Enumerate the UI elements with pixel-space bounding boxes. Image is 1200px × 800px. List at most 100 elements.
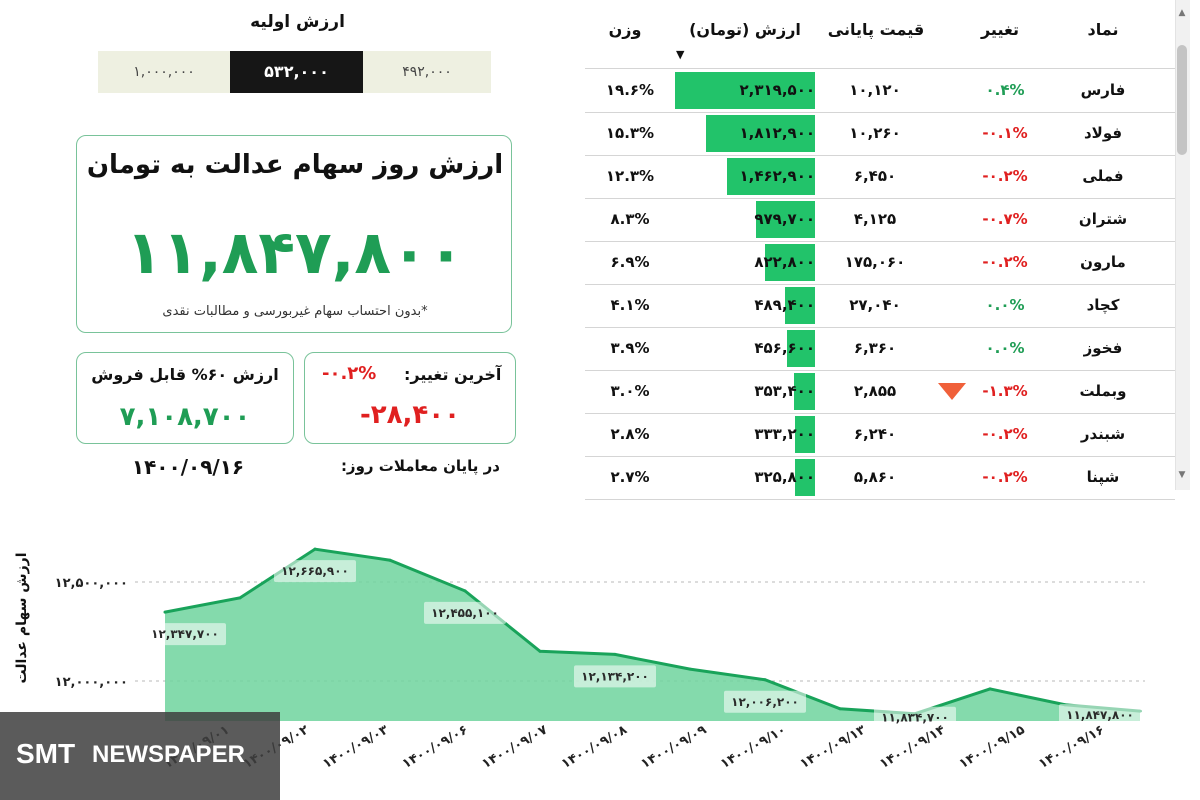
cell-symbol: کچاد (1086, 296, 1120, 314)
header-divider (585, 68, 1175, 69)
initial-value-option-492000[interactable]: ۴۹۲,۰۰۰ (363, 51, 491, 93)
x-tick-label: ۱۴۰۰/۰۹/۰۶ (400, 722, 471, 771)
data-label-bg (574, 665, 656, 688)
change-percent: -۰.۲% (322, 363, 377, 384)
y-tick-label: ۱۲,۵۰۰,۰۰۰ (55, 576, 128, 591)
publisher-logo (0, 712, 280, 800)
cell-change: -۰.۲% (982, 468, 1028, 486)
data-point (238, 596, 242, 600)
caret-down-icon[interactable]: ▼ (676, 48, 685, 61)
cell-symbol: فملی (1082, 167, 1124, 185)
sellable-card (76, 352, 294, 444)
data-label-bg (424, 601, 506, 624)
data-point (313, 547, 317, 551)
cell-change: -۰.۲% (982, 425, 1028, 443)
initial-value-title: ارزش اولیه (250, 12, 345, 32)
table-row[interactable]: شبندر -۰.۲% ۶,۲۴۰ ۳۳۳,۲۰۰ ۲.۸% (585, 413, 1175, 457)
table-row[interactable]: فملی -۰.۲% ۶,۴۵۰ ۱,۴۶۲,۹۰۰ ۱۲.۳% (585, 155, 1175, 199)
value-bar (756, 201, 815, 238)
value-bar-holder (675, 112, 815, 155)
cell-symbol: شتران (1078, 210, 1128, 228)
cell-close-price: ۵,۸۶۰ (853, 468, 897, 486)
down-triangle-icon (937, 380, 967, 406)
header-weight[interactable]: وزن (608, 20, 642, 39)
table-row[interactable]: شتران -۰.۷% ۴,۱۲۵ ۹۷۹,۷۰۰ ۸.۳% (585, 198, 1175, 242)
cell-symbol: فولاد (1083, 124, 1123, 142)
main-value-card (76, 135, 512, 333)
cell-close-price: ۶,۳۶۰ (853, 339, 897, 357)
scroll-up-icon[interactable]: ▲ (1178, 8, 1186, 18)
data-label: ۱۲,۴۵۵,۱۰۰ (431, 606, 499, 620)
cell-symbol: شپنا (1086, 468, 1120, 486)
cell-value: ۳۵۳,۴۰۰ (754, 382, 815, 400)
x-tick-label: ۱۴۰۰/۰۹/۱۴ (877, 722, 948, 772)
cell-close-price: ۲,۸۵۵ (853, 382, 897, 400)
value-bar (765, 244, 815, 281)
header-value[interactable]: ارزش (تومان) (689, 20, 801, 39)
data-label: ۱۲,۶۶۵,۹۰۰ (281, 564, 349, 578)
cell-weight: ۲.۸% (610, 425, 650, 443)
cell-weight: ۶.۹% (610, 253, 650, 271)
data-label-bg (144, 623, 226, 646)
cell-symbol: فخوز (1083, 339, 1123, 357)
cell-weight: ۱۹.۶% (605, 81, 655, 99)
table-row[interactable]: فارس ۰.۴% ۱۰,۱۲۰ ۲,۳۱۹,۵۰۰ ۱۹.۶% (585, 69, 1175, 113)
scrollbar-thumb[interactable] (1177, 45, 1187, 155)
scroll-down-icon[interactable]: ▼ (1178, 470, 1186, 480)
table-row[interactable]: شپنا -۰.۲% ۵,۸۶۰ ۳۲۵,۸۰۰ ۲.۷% (585, 456, 1175, 500)
cell-value: ۳۲۵,۸۰۰ (754, 468, 815, 486)
value-bar-holder (675, 198, 815, 241)
x-tick-label: ۱۴۰۰/۰۹/۱۶ (1036, 722, 1107, 771)
trading-date: ۱۴۰۰/۰۹/۱۶ (131, 455, 245, 479)
table-row[interactable]: مارون -۰.۲% ۱۷۵,۰۶۰ ۸۲۲,۸۰۰ ۶.۹% (585, 241, 1175, 285)
header-close-price[interactable]: قیمت پایانی (827, 20, 925, 39)
cell-close-price: ۶,۲۴۰ (853, 425, 897, 443)
cell-weight: ۱۲.۳% (605, 167, 655, 185)
data-point (463, 589, 467, 593)
header-symbol[interactable]: نماد (1087, 20, 1119, 39)
series-line (164, 547, 1141, 716)
change-card (304, 352, 516, 444)
trading-date-label: در پایان معاملات روز: (340, 457, 500, 475)
x-tick-label: ۱۴۰۰/۰۹/۱۳ (798, 722, 869, 772)
data-point (538, 649, 542, 653)
data-point (388, 558, 392, 562)
value-bar (785, 287, 815, 324)
data-label-bg (874, 706, 956, 729)
header-change[interactable]: تغییر (980, 20, 1020, 39)
cell-change: ۰.۰% (985, 339, 1025, 357)
cell-close-price: ۶,۴۵۰ (853, 167, 897, 185)
table-row[interactable]: فولاد -۰.۱% ۱۰,۲۶۰ ۱,۸۱۲,۹۰۰ ۱۵.۳% (585, 112, 1175, 156)
holdings-table: نماد تغییر قیمت پایانی ارزش (تومان) ▼ وز… (585, 0, 1175, 500)
value-area-chart: ۱۲,۰۰۰,۰۰۰ ۱۲,۵۰۰,۰۰۰ ۱۲,۳۴۷,۷۰۰ ۱۲,۶۶۵,۹۰۰… (55, 547, 1145, 772)
cell-change: -۰.۲% (982, 167, 1028, 185)
change-value: -۲۸,۴۰۰ (359, 400, 460, 430)
sellable-label: ارزش ۶۰% قابل فروش (91, 365, 279, 384)
cell-change: ۰.۰% (985, 296, 1025, 314)
data-point (688, 667, 692, 671)
cell-weight: ۳.۰% (610, 382, 650, 400)
cell-close-price: ۱۰,۱۲۰ (849, 81, 901, 99)
x-tick-label: ۱۴۰۰/۰۹/۰۸ (559, 722, 630, 772)
value-bar-holder (675, 370, 815, 413)
cell-symbol: مارون (1080, 253, 1126, 271)
y-tick-label: ۱۲,۰۰۰,۰۰۰ (55, 675, 128, 690)
value-bar-holder (675, 69, 815, 112)
cell-value: ۲,۳۱۹,۵۰۰ (739, 81, 815, 99)
initial-value-option-1000000[interactable]: ۱,۰۰۰,۰۰۰ (98, 51, 230, 93)
main-card-title: ارزش روز سهام عدالت به تومان (86, 150, 504, 180)
cell-symbol: فارس (1080, 81, 1126, 99)
value-bar-holder (675, 241, 815, 284)
cell-change: -۰.۱% (982, 124, 1028, 142)
cell-weight: ۴.۱% (610, 296, 650, 314)
table-row[interactable]: وبملت -۱.۳% ۲,۸۵۵ ۳۵۳,۴۰۰ ۳.۰% (585, 370, 1175, 414)
value-bar-holder (675, 155, 815, 198)
table-row[interactable]: کچاد ۰.۰% ۲۷,۰۴۰ ۴۸۹,۴۰۰ ۴.۱% (585, 284, 1175, 328)
value-bar (795, 459, 815, 496)
logo-text: SMT (16, 738, 76, 769)
x-tick-label: ۱۴۰۰/۰۹/۰۳ (320, 722, 391, 772)
x-tick-label: ۱۴۰۰/۰۹/۰۹ (639, 722, 710, 772)
initial-value-option-532000[interactable]: ۵۳۲,۰۰۰ (230, 51, 363, 93)
table-row[interactable]: فخوز ۰.۰% ۶,۳۶۰ ۴۵۶,۶۰۰ ۳.۹% (585, 327, 1175, 371)
data-label: ۱۲,۱۳۴,۲۰۰ (581, 669, 649, 683)
